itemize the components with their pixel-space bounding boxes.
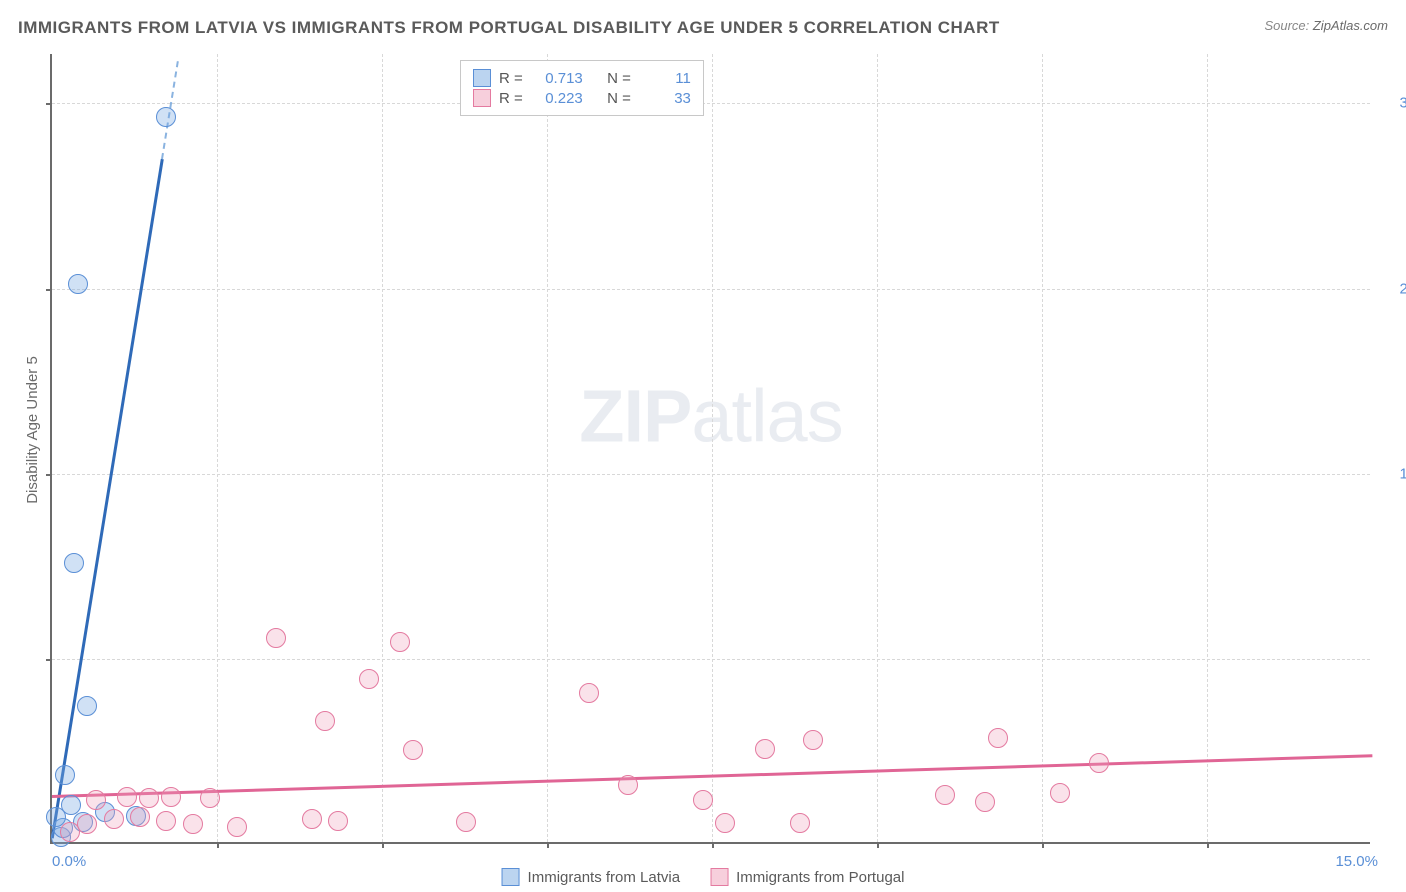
gridline-vertical bbox=[712, 54, 713, 842]
legend-row-portugal: R = 0.223 N = 33 bbox=[473, 89, 691, 107]
gridline-vertical bbox=[1207, 54, 1208, 842]
data-point bbox=[156, 107, 176, 127]
data-point bbox=[315, 711, 335, 731]
legend-row-latvia: R = 0.713 N = 11 bbox=[473, 69, 691, 87]
source-value: ZipAtlas.com bbox=[1313, 18, 1388, 33]
data-point bbox=[755, 739, 775, 759]
correlation-legend: R = 0.713 N = 11 R = 0.223 N = 33 bbox=[460, 60, 704, 116]
series-legend: Immigrants from Latvia Immigrants from P… bbox=[502, 868, 905, 886]
data-point bbox=[1089, 753, 1109, 773]
x-tick-mark bbox=[217, 842, 219, 848]
swatch-blue-icon bbox=[502, 868, 520, 886]
chart-container: IMMIGRANTS FROM LATVIA VS IMMIGRANTS FRO… bbox=[0, 0, 1406, 892]
n-value-latvia: 11 bbox=[639, 70, 691, 87]
y-tick-label: 30.0% bbox=[1382, 95, 1406, 112]
data-point bbox=[790, 813, 810, 833]
y-tick-mark bbox=[46, 474, 52, 476]
data-point bbox=[975, 792, 995, 812]
x-tick-mark bbox=[712, 842, 714, 848]
data-point bbox=[618, 775, 638, 795]
watermark: ZIPatlas bbox=[579, 374, 842, 459]
data-point bbox=[403, 740, 423, 760]
data-point bbox=[55, 765, 75, 785]
source-attribution: Source: ZipAtlas.com bbox=[1264, 18, 1388, 33]
data-point bbox=[693, 790, 713, 810]
x-tick-max: 15.0% bbox=[1335, 853, 1378, 870]
data-point bbox=[61, 795, 81, 815]
data-point bbox=[715, 813, 735, 833]
data-point bbox=[156, 811, 176, 831]
gridline-horizontal bbox=[52, 103, 1370, 104]
y-tick-mark bbox=[46, 289, 52, 291]
x-tick-mark bbox=[1042, 842, 1044, 848]
gridline-horizontal bbox=[52, 289, 1370, 290]
legend-item-latvia: Immigrants from Latvia bbox=[502, 868, 681, 886]
data-point bbox=[104, 809, 124, 829]
x-tick-mark bbox=[1207, 842, 1209, 848]
data-point bbox=[456, 812, 476, 832]
y-tick-label: 22.5% bbox=[1382, 280, 1406, 297]
data-point bbox=[302, 809, 322, 829]
data-point bbox=[64, 553, 84, 573]
watermark-light: atlas bbox=[691, 375, 842, 458]
data-point bbox=[1050, 783, 1070, 803]
r-label: R = bbox=[499, 90, 523, 107]
gridline-horizontal bbox=[52, 659, 1370, 660]
data-point bbox=[77, 814, 97, 834]
legend-label-latvia: Immigrants from Latvia bbox=[528, 869, 681, 886]
legend-item-portugal: Immigrants from Portugal bbox=[710, 868, 904, 886]
data-point bbox=[183, 814, 203, 834]
n-label: N = bbox=[607, 70, 631, 87]
swatch-blue-icon bbox=[473, 69, 491, 87]
swatch-pink-icon bbox=[473, 89, 491, 107]
data-point bbox=[77, 696, 97, 716]
data-point bbox=[988, 728, 1008, 748]
legend-label-portugal: Immigrants from Portugal bbox=[736, 869, 904, 886]
n-label: N = bbox=[607, 90, 631, 107]
gridline-vertical bbox=[382, 54, 383, 842]
x-tick-mark bbox=[877, 842, 879, 848]
data-point bbox=[200, 788, 220, 808]
r-label: R = bbox=[499, 70, 523, 87]
source-label: Source: bbox=[1264, 18, 1312, 33]
x-tick-origin: 0.0% bbox=[52, 853, 86, 870]
plot-area: ZIPatlas 0.0% 15.0% 7.5%15.0%22.5%30.0% bbox=[50, 54, 1370, 844]
y-tick-mark bbox=[46, 103, 52, 105]
data-point bbox=[117, 787, 137, 807]
data-point bbox=[68, 274, 88, 294]
data-point bbox=[328, 811, 348, 831]
gridline-vertical bbox=[1042, 54, 1043, 842]
gridline-horizontal bbox=[52, 474, 1370, 475]
data-point bbox=[266, 628, 286, 648]
y-axis-label: Disability Age Under 5 bbox=[24, 356, 41, 504]
gridline-vertical bbox=[547, 54, 548, 842]
chart-title: IMMIGRANTS FROM LATVIA VS IMMIGRANTS FRO… bbox=[18, 18, 1000, 38]
n-value-portugal: 33 bbox=[639, 90, 691, 107]
x-tick-mark bbox=[382, 842, 384, 848]
gridline-vertical bbox=[877, 54, 878, 842]
x-tick-mark bbox=[547, 842, 549, 848]
data-point bbox=[86, 790, 106, 810]
data-point bbox=[227, 817, 247, 837]
y-tick-label: 15.0% bbox=[1382, 465, 1406, 482]
data-point bbox=[579, 683, 599, 703]
y-tick-mark bbox=[46, 659, 52, 661]
data-point bbox=[390, 632, 410, 652]
swatch-pink-icon bbox=[710, 868, 728, 886]
data-point bbox=[161, 787, 181, 807]
data-point bbox=[803, 730, 823, 750]
data-point bbox=[359, 669, 379, 689]
data-point bbox=[935, 785, 955, 805]
data-point bbox=[130, 807, 150, 827]
gridline-vertical bbox=[217, 54, 218, 842]
y-tick-label: 7.5% bbox=[1382, 650, 1406, 667]
data-point bbox=[139, 788, 159, 808]
watermark-bold: ZIP bbox=[579, 375, 691, 458]
trend-line bbox=[51, 159, 163, 838]
r-value-portugal: 0.223 bbox=[531, 90, 583, 107]
r-value-latvia: 0.713 bbox=[531, 70, 583, 87]
